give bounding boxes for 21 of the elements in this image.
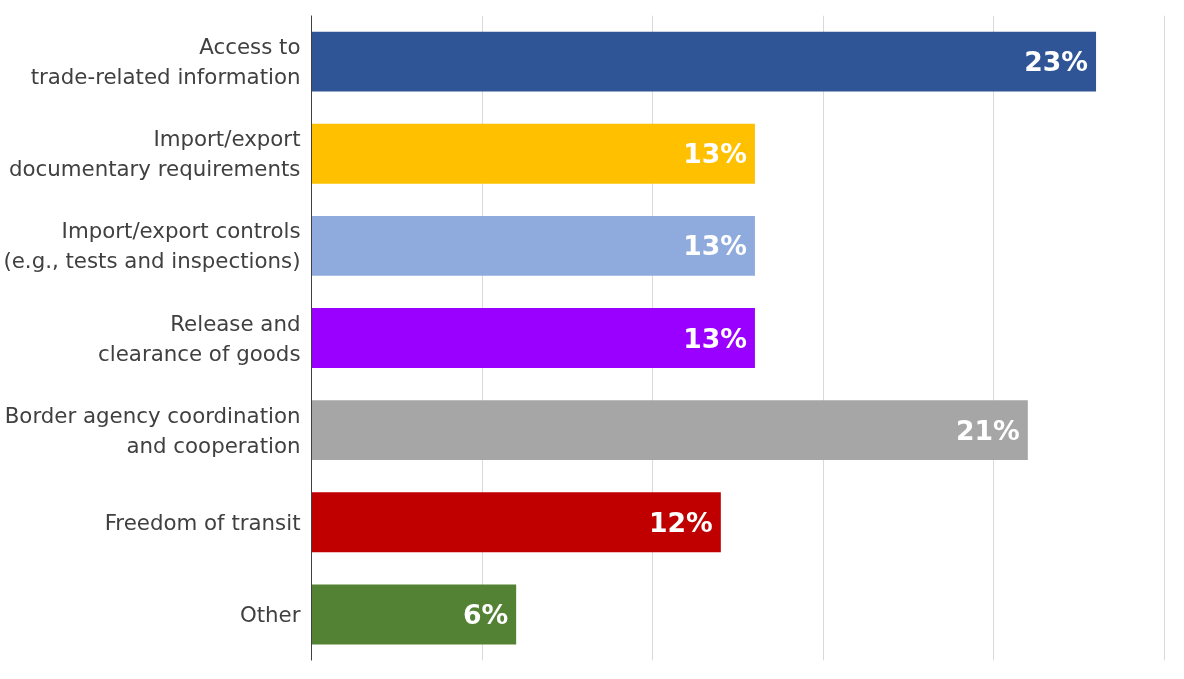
data-label: 13% — [683, 138, 747, 170]
bar — [311, 123, 755, 184]
bar — [311, 492, 721, 553]
y-tick-label: Other — [239, 601, 301, 627]
y-tick-label: Freedom of transit — [104, 509, 301, 535]
y-tick-label: Border agency coordination and cooperation — [4, 402, 301, 458]
data-label: 12% — [649, 506, 713, 538]
data-label: 6% — [462, 598, 509, 630]
data-label: 21% — [956, 414, 1020, 446]
bar — [311, 308, 755, 368]
bar — [311, 400, 1028, 461]
y-tick-label: Import/export controls (e.g., tests and inspections) — [3, 218, 301, 274]
y-tick-label: Import/export documentary requirements — [8, 126, 301, 182]
data-label: 23% — [1024, 46, 1089, 78]
bar — [311, 31, 1097, 92]
bar — [311, 584, 517, 645]
y-tick-label: Release and clearance of goods — [98, 310, 301, 366]
y-tick-label: Access to trade-related information — [30, 34, 301, 90]
bar — [311, 215, 755, 276]
data-label: 13% — [683, 322, 747, 354]
data-label: 13% — [683, 230, 747, 262]
